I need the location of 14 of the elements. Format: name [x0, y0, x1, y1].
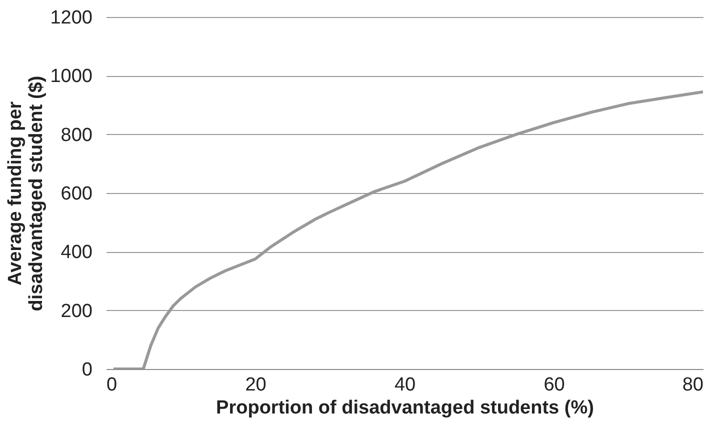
- y-axis-title: Average funding per disadvantaged student ($): [5, 76, 48, 312]
- y-tick-label: 600: [60, 184, 92, 204]
- x-tick-label: 20: [245, 374, 266, 396]
- y-tick-label: 200: [60, 300, 92, 322]
- x-axis-title: Proportion of disadvantaged students (%): [216, 398, 594, 418]
- y-tick-label: 400: [60, 242, 92, 264]
- y-tick-label: 1000: [50, 66, 92, 88]
- y-tick-label: 800: [60, 124, 92, 146]
- x-tick-label: 40: [394, 374, 416, 396]
- x-tick-label: 0: [106, 374, 118, 396]
- x-tick-label: 80: [682, 374, 704, 396]
- x-tick-label: 60: [544, 374, 565, 396]
- y-tick-label: 1200: [50, 8, 92, 28]
- y-tick-label: 0: [82, 360, 92, 380]
